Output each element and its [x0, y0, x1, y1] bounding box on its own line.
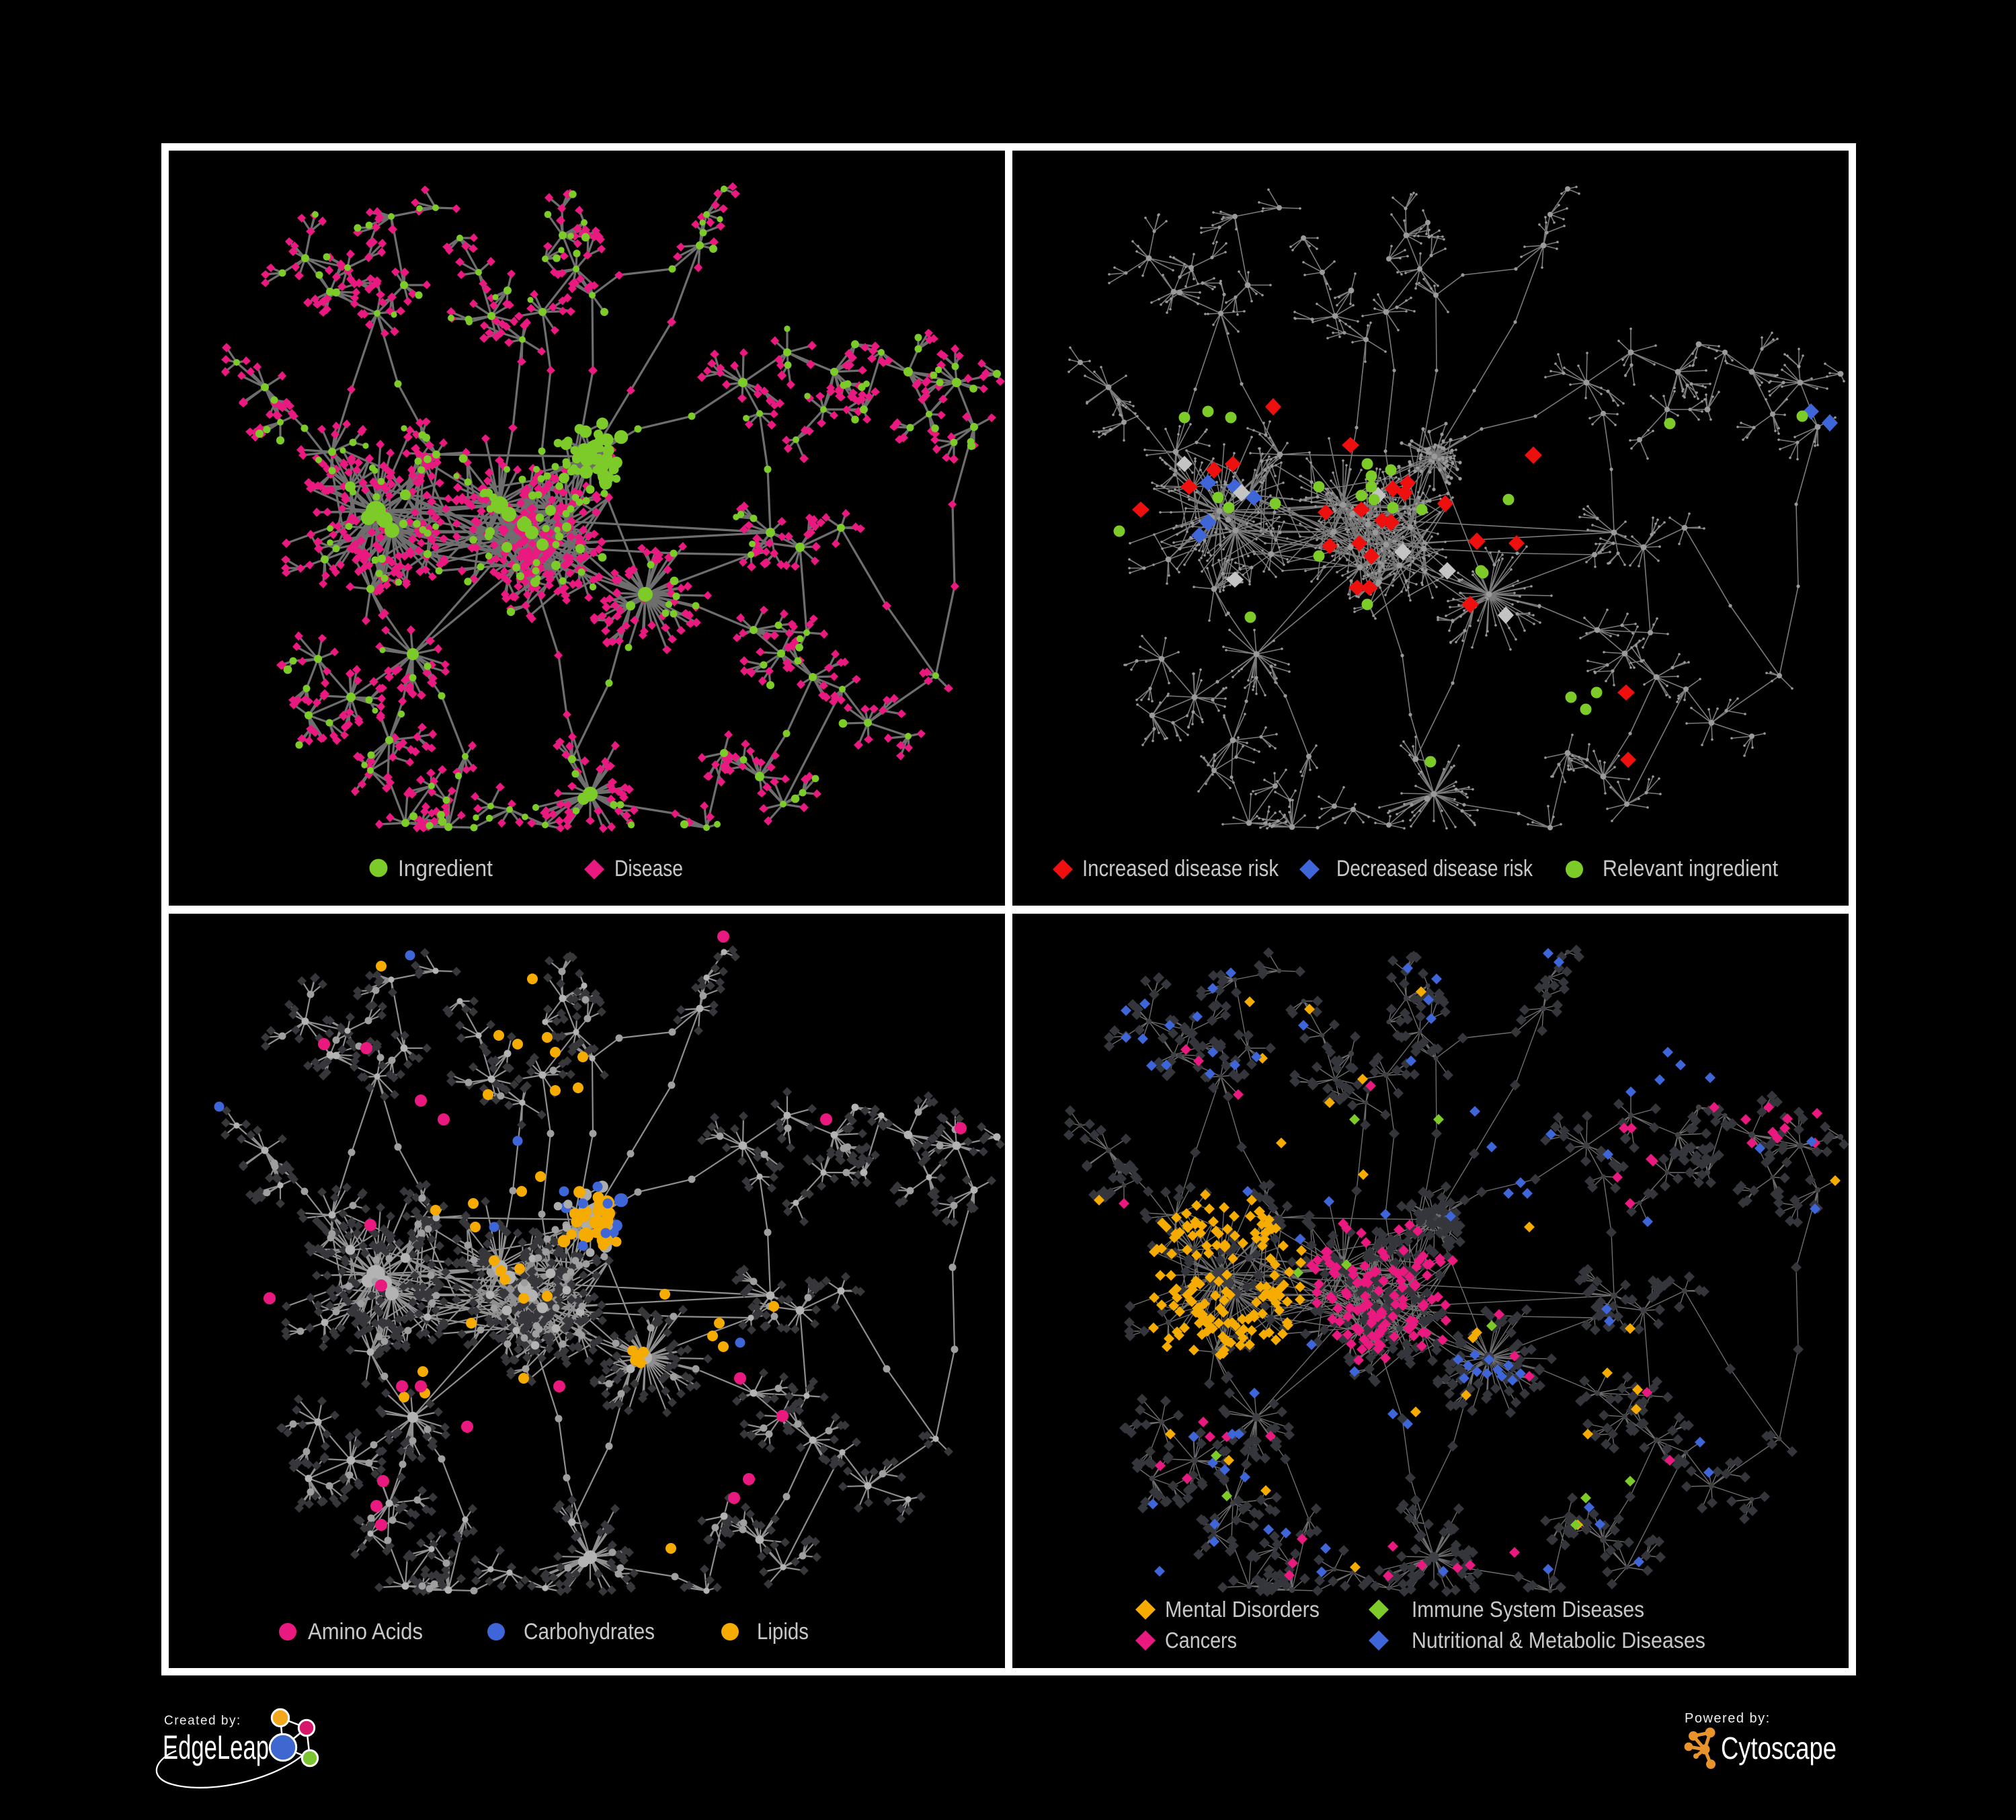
svg-text:Cancers: Cancers — [1165, 1628, 1237, 1653]
svg-text:Lipids: Lipids — [757, 1619, 809, 1645]
svg-text:Ingredient: Ingredient — [398, 856, 493, 881]
svg-text:Decreased disease risk: Decreased disease risk — [1336, 856, 1533, 881]
svg-text:Nutritional & Metabolic Diseas: Nutritional & Metabolic Diseases — [1412, 1628, 1705, 1653]
svg-text:Powered by:: Powered by: — [1685, 1711, 1771, 1726]
svg-text:EdgeLeap: EdgeLeap — [163, 1729, 269, 1766]
svg-text:Immune System Diseases: Immune System Diseases — [1412, 1597, 1644, 1622]
svg-text:Created by:: Created by: — [164, 1714, 241, 1728]
svg-text:Amino Acids: Amino Acids — [308, 1619, 423, 1645]
svg-text:Mental Disorders: Mental Disorders — [1165, 1597, 1320, 1622]
svg-text:Cytoscape: Cytoscape — [1721, 1731, 1837, 1766]
svg-text:Disease: Disease — [614, 856, 683, 881]
svg-text:Relevant ingredient: Relevant ingredient — [1603, 856, 1778, 881]
svg-text:Carbohydrates: Carbohydrates — [524, 1619, 655, 1645]
svg-text:Increased disease risk: Increased disease risk — [1082, 856, 1279, 881]
